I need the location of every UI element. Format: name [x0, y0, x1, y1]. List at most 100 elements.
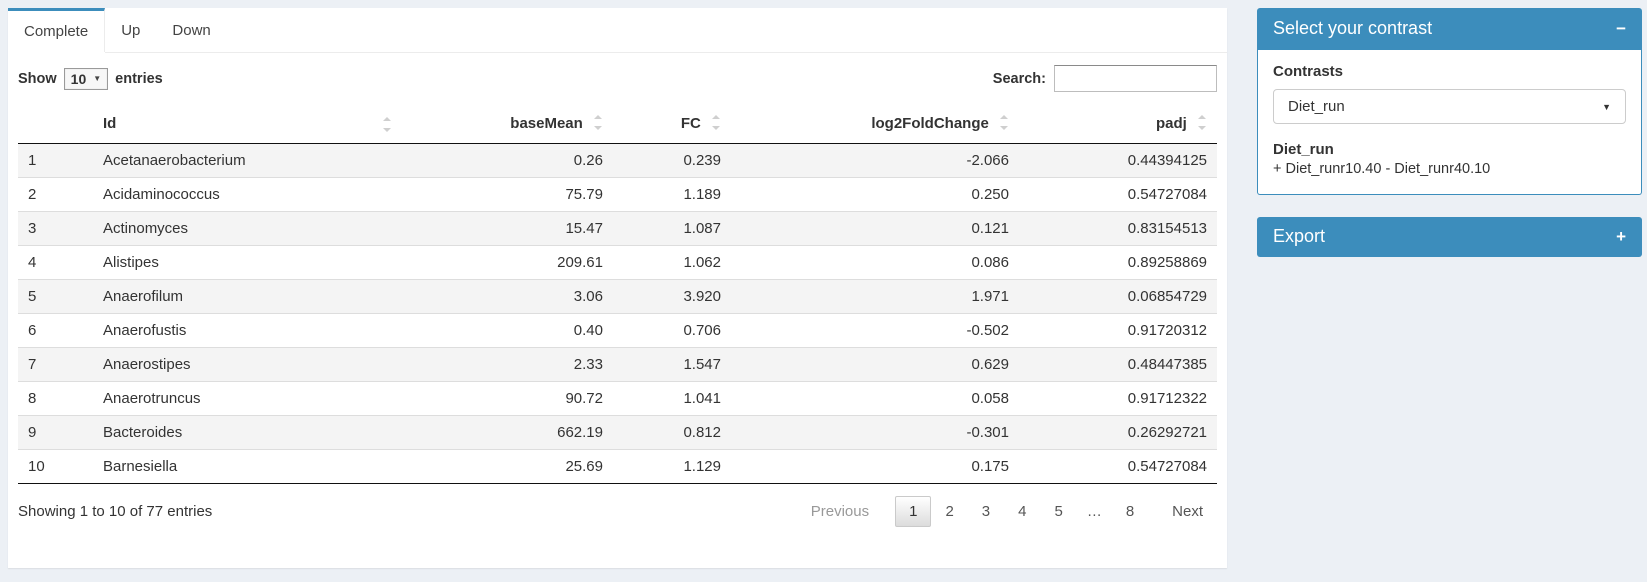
cell-basemean: 75.79: [398, 177, 613, 212]
table-row[interactable]: 10 Barnesiella 25.69 1.129 0.175 0.54727084: [18, 449, 1217, 484]
column-header-index: [18, 104, 93, 144]
cell-log2foldchange: -2.066: [966, 152, 1009, 169]
cell-id: Anaerotruncus: [93, 381, 398, 416]
cell-log2foldchange: 0.058: [731, 381, 1019, 416]
table-row[interactable]: 3 Actinomyces 15.47 1.087 0.121 0.83154513: [18, 211, 1217, 246]
column-header-log2foldchange[interactable]: log2FoldChange: [731, 104, 1019, 144]
pagination-previous[interactable]: Previous: [810, 503, 870, 520]
column-header-padj[interactable]: padj: [1019, 104, 1217, 144]
column-header-fc[interactable]: FC: [613, 104, 731, 144]
cell-fc: 1.062: [613, 245, 731, 280]
cell-index: 4: [18, 245, 93, 280]
cell-id: Acetanaerobacterium: [103, 152, 246, 169]
pagination-page-1[interactable]: 1: [895, 496, 932, 527]
contrast-select[interactable]: Diet_run ▼: [1273, 89, 1626, 124]
cell-padj: 0.48447385: [1019, 347, 1217, 382]
page-length-select[interactable]: 10 ▼: [63, 67, 109, 90]
contrast-panel-body: Contrasts Diet_run ▼ Diet_run + Diet_run…: [1257, 50, 1642, 195]
column-header-id[interactable]: Id: [93, 104, 398, 144]
search-input[interactable]: [1054, 65, 1217, 92]
table-row[interactable]: 4 Alistipes 209.61 1.062 0.086 0.89258869: [18, 245, 1217, 280]
cell-fc: 1.041: [613, 381, 731, 416]
table-row[interactable]: 9 Bacteroides 662.19 0.812 -0.301 0.26292721: [18, 415, 1217, 450]
cell-log2foldchange: -0.502: [731, 313, 1019, 348]
column-label: log2FoldChange: [871, 115, 989, 132]
cell-fc: 1.547: [613, 347, 731, 382]
cell-fc: 0.706: [613, 313, 731, 348]
cell-log2foldchange: 0.629: [731, 347, 1019, 382]
cell-padj: 0.89258869: [1019, 245, 1217, 280]
page-length-control: Show 10 ▼ entries: [18, 67, 163, 90]
cell-padj: 0.06854729: [1019, 279, 1217, 314]
cell-basemean: 15.47: [398, 211, 613, 246]
cell-index: 10: [18, 449, 93, 484]
table-row[interactable]: 7 Anaerostipes 2.33 1.547 0.629 0.48447385: [18, 347, 1217, 382]
cell-index: 3: [18, 211, 93, 246]
cell-id: Barnesiella: [93, 449, 398, 484]
export-panel-header[interactable]: Export +: [1257, 217, 1642, 257]
sort-icon: [712, 115, 721, 130]
sidebar-panels: Select your contrast − Contrasts Diet_ru…: [1257, 8, 1642, 257]
tab-up[interactable]: Up: [121, 22, 141, 39]
cell-basemean: 0.26: [573, 152, 603, 169]
tab-content: Show 10 ▼ entries Search: Id: [8, 53, 1227, 541]
cell-padj: 0.26292721: [1019, 415, 1217, 450]
pagination-ellipsis: …: [1086, 503, 1102, 520]
table-row[interactable]: 2 Acidaminococcus 75.79 1.189 0.250 0.5472708…: [18, 177, 1217, 212]
pagination-page-5[interactable]: 5: [1054, 503, 1063, 520]
results-table: Id baseMean FC log2FoldChange: [18, 104, 1217, 484]
pagination-pages: 1 2 3 4 5 … 8: [895, 496, 1148, 527]
pagination-page-8[interactable]: 8: [1125, 503, 1135, 520]
entries-label: entries: [115, 70, 163, 87]
column-label: padj: [1155, 115, 1187, 132]
tab-complete[interactable]: Complete: [8, 8, 106, 52]
pagination-page-4[interactable]: 4: [1018, 503, 1027, 520]
expand-plus-icon[interactable]: +: [1616, 227, 1626, 246]
cell-index: 5: [18, 279, 93, 314]
cell-padj: 0.44394125: [1127, 152, 1207, 169]
cell-log2foldchange: -0.301: [731, 415, 1019, 450]
table-row[interactable]: 8 Anaerotruncus 90.72 1.041 0.058 0.91712322: [18, 381, 1217, 416]
column-header-basemean[interactable]: baseMean: [398, 104, 613, 144]
cell-fc: 0.239: [683, 152, 721, 169]
cell-padj: 0.91712322: [1019, 381, 1217, 416]
contrast-select-value: Diet_run: [1288, 98, 1345, 115]
cell-basemean: 209.61: [398, 245, 613, 280]
table-header-row: Id baseMean FC log2FoldChange: [18, 104, 1217, 144]
cell-basemean: 25.69: [398, 449, 613, 484]
cell-index: 1: [28, 152, 37, 169]
cell-basemean: 2.33: [398, 347, 613, 382]
table-body: 1 Acetanaerobacterium 0.26 0.239 -2.066 0.443…: [18, 143, 1217, 484]
pagination-page-3[interactable]: 3: [981, 503, 991, 520]
sort-icon: [383, 116, 392, 132]
cell-fc: 1.087: [613, 211, 731, 246]
cell-fc: 0.812: [613, 415, 731, 450]
sort-icon: [1000, 115, 1009, 130]
results-tabbox: Complete Up Down Show 10 ▼ entries Searc…: [8, 8, 1227, 568]
export-panel-title: Export: [1273, 226, 1326, 246]
cell-fc: 1.129: [613, 449, 731, 484]
cell-log2foldchange: 0.086: [731, 245, 1019, 280]
pagination-next[interactable]: Next: [1172, 503, 1203, 520]
contrast-panel-header[interactable]: Select your contrast −: [1257, 8, 1642, 50]
table-footer: Showing 1 to 10 of 77 entries Previous 1…: [18, 484, 1217, 541]
cell-id: Anaerostipes: [93, 347, 398, 382]
show-label: Show: [18, 70, 57, 87]
table-row[interactable]: 6 Anaerofustis 0.40 0.706 -0.502 0.91720312: [18, 313, 1217, 348]
pagination-page-2[interactable]: 2: [945, 503, 954, 520]
table-row[interactable]: 5 Anaerofilum 3.06 3.920 1.971 0.06854729: [18, 279, 1217, 314]
tab-bar: Complete Up Down: [8, 8, 1227, 53]
cell-id: Acidaminococcus: [93, 177, 398, 212]
cell-id: Anaerofilum: [93, 279, 398, 314]
cell-basemean: 0.40: [398, 313, 613, 348]
cell-index: 2: [18, 177, 93, 212]
tab-down[interactable]: Down: [172, 22, 211, 39]
collapse-minus-icon[interactable]: −: [1616, 19, 1626, 38]
table-row[interactable]: 1 Acetanaerobacterium 0.26 0.239 -2.066 0.443…: [18, 143, 1217, 178]
contrast-panel-title: Select your contrast: [1273, 18, 1433, 38]
contrast-panel: Select your contrast − Contrasts Diet_ru…: [1257, 8, 1642, 195]
cell-log2foldchange: 0.250: [731, 177, 1019, 212]
cell-log2foldchange: 1.971: [731, 279, 1019, 314]
cell-log2foldchange: 0.121: [731, 211, 1019, 246]
cell-basemean: 90.72: [398, 381, 613, 416]
